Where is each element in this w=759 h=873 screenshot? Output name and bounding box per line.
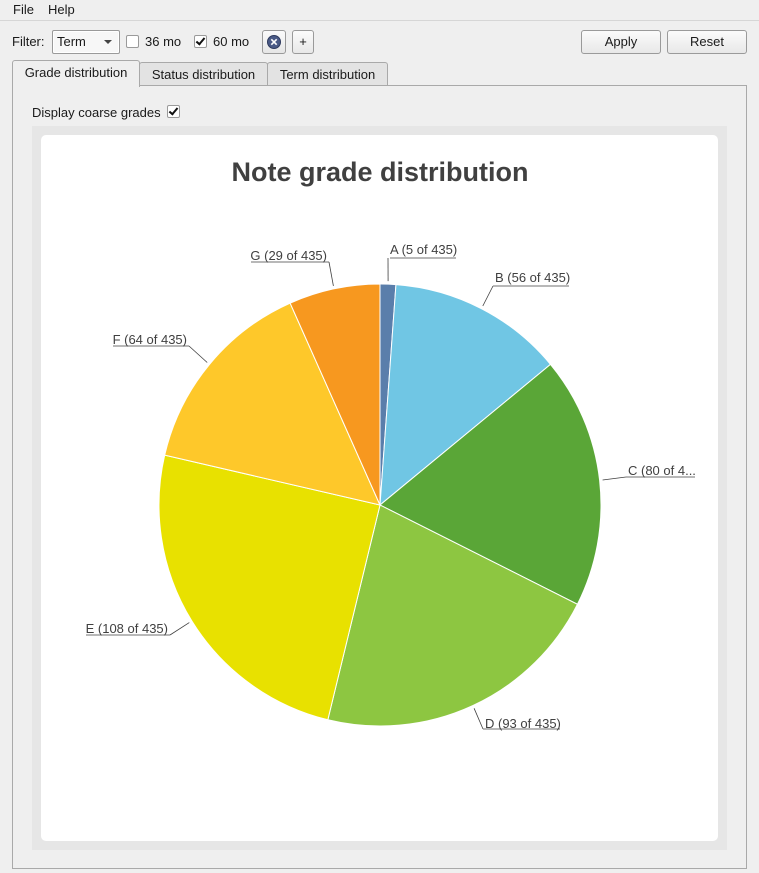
- option-60-label: 60 mo: [213, 34, 250, 49]
- slice-label-b: B (56 of 435): [495, 270, 570, 285]
- option-60-checkbox[interactable]: [194, 35, 207, 48]
- reset-button[interactable]: Reset: [667, 30, 747, 54]
- slice-label-f: F (64 of 435): [113, 332, 187, 347]
- label-leader-b: [482, 285, 494, 307]
- slice-label-c: C (80 of 4...: [628, 463, 696, 478]
- slice-label-g: G (29 of 435): [250, 248, 327, 263]
- coarse-grades-checkbox[interactable]: [167, 105, 180, 118]
- clear-filter-button[interactable]: [262, 30, 286, 54]
- label-leader-f: [188, 345, 208, 363]
- label-leader-g: [328, 261, 334, 286]
- pie-slice-b: [379, 284, 552, 507]
- chevron-down-icon: [104, 40, 112, 44]
- chart-title: Note grade distribution: [232, 157, 529, 187]
- pie-slice-g: [289, 283, 381, 506]
- tab-status-distribution[interactable]: Status distribution: [139, 62, 268, 86]
- option-36-checkbox[interactable]: [126, 35, 139, 48]
- option-36-label: 36 mo: [145, 34, 182, 49]
- clear-icon: [267, 35, 281, 49]
- coarse-grades-label: Display coarse grades: [32, 105, 161, 120]
- filter-select-value: Term: [57, 34, 86, 49]
- filter-select[interactable]: Term: [52, 30, 120, 54]
- pie-slice-d: [327, 504, 579, 727]
- slice-label-d: D (93 of 435): [485, 716, 561, 731]
- label-leader-d: [473, 708, 484, 730]
- apply-button[interactable]: Apply: [581, 30, 661, 54]
- add-filter-button[interactable]: +: [292, 30, 314, 54]
- slice-label-e: E (108 of 435): [86, 621, 168, 636]
- menu-help[interactable]: Help: [48, 2, 75, 17]
- filter-label: Filter:: [12, 34, 45, 49]
- pie-slice-e: [158, 454, 381, 721]
- tab-grade-distribution[interactable]: Grade distribution: [12, 60, 140, 87]
- label-leader-e: [169, 622, 190, 636]
- menu-bar: File Help: [0, 0, 759, 21]
- pie-slice-f: [164, 302, 381, 506]
- pie-slice-c: [379, 363, 602, 605]
- label-leader-c: [602, 476, 627, 481]
- tab-term-distribution[interactable]: Term distribution: [267, 62, 388, 86]
- slice-label-a: A (5 of 435): [390, 242, 457, 257]
- menu-file[interactable]: File: [13, 2, 34, 17]
